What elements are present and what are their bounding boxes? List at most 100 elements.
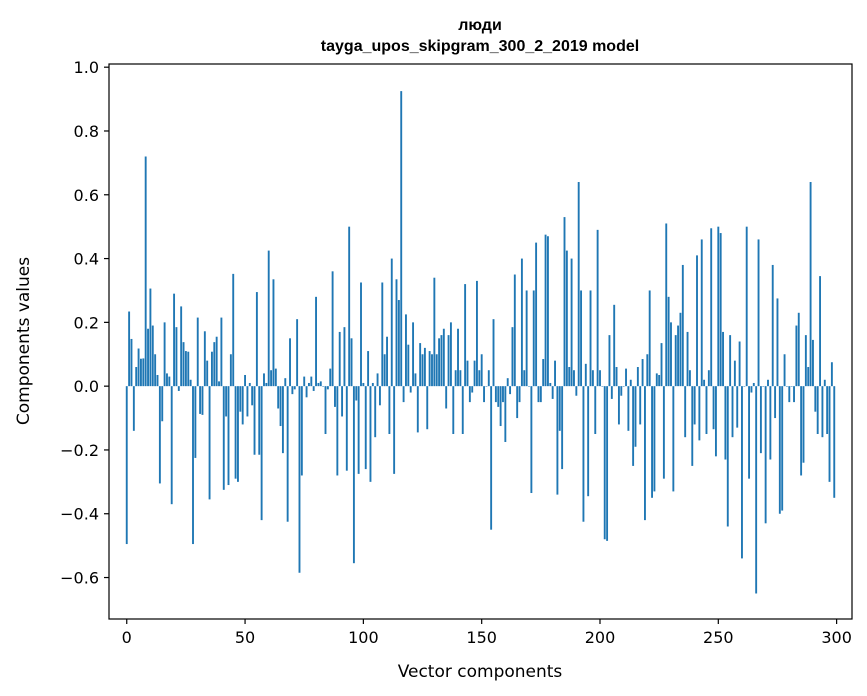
bar <box>830 362 833 387</box>
bar <box>239 386 242 412</box>
bar <box>431 354 433 387</box>
bar <box>646 354 649 387</box>
bar <box>338 331 341 387</box>
bar <box>802 386 805 463</box>
bar <box>490 386 493 530</box>
y-tick-label: 0.6 <box>74 186 99 205</box>
bar <box>698 386 701 441</box>
bar <box>199 386 202 414</box>
bar <box>549 382 552 387</box>
bar <box>277 386 280 409</box>
bar <box>795 325 798 387</box>
bar <box>736 386 739 428</box>
bar <box>617 386 620 425</box>
bar <box>390 258 393 387</box>
bar <box>296 319 299 387</box>
bar <box>305 386 308 398</box>
bar <box>767 379 769 387</box>
bar <box>158 386 161 484</box>
bar <box>561 386 564 470</box>
bar <box>785 386 788 387</box>
bar <box>407 344 410 387</box>
bar <box>502 386 504 403</box>
bar <box>582 386 585 522</box>
bar <box>334 386 336 407</box>
bar <box>255 292 258 387</box>
y-tick-label: 0.0 <box>74 377 99 396</box>
x-axis-label: Vector components <box>398 662 563 682</box>
bar <box>423 347 426 387</box>
bar <box>329 368 332 387</box>
bar <box>497 386 500 407</box>
bar <box>629 379 632 387</box>
bar <box>563 217 566 387</box>
bar <box>260 386 263 521</box>
bar <box>688 370 691 387</box>
bar <box>644 386 646 521</box>
bar <box>130 338 133 387</box>
bar <box>705 386 708 434</box>
plot-area-frame <box>108 63 853 620</box>
bar <box>393 386 396 474</box>
bar <box>710 228 713 387</box>
bar <box>180 306 183 387</box>
bar <box>468 386 471 403</box>
bar <box>210 351 213 387</box>
bar <box>355 386 358 401</box>
bar <box>360 282 362 387</box>
bar <box>331 271 334 387</box>
bar <box>220 317 223 387</box>
bar <box>610 386 613 399</box>
bar <box>449 322 452 387</box>
bar <box>807 367 810 387</box>
bar <box>764 386 767 524</box>
bar <box>168 376 171 387</box>
bar <box>341 386 344 417</box>
bar <box>336 386 339 476</box>
bar <box>175 327 178 387</box>
bar <box>750 386 753 393</box>
y-tick-label: 0.2 <box>74 313 99 332</box>
bar <box>478 370 481 387</box>
bar <box>293 386 296 390</box>
bar <box>719 233 722 387</box>
bar <box>147 328 149 387</box>
y-tick-label: −0.4 <box>60 505 99 524</box>
bar <box>641 359 644 387</box>
bar <box>636 367 639 387</box>
x-tick-label: 0 <box>122 628 132 647</box>
bar <box>218 381 220 387</box>
bar <box>577 182 580 387</box>
bar <box>783 354 786 387</box>
bar <box>253 386 256 455</box>
bar <box>357 386 360 474</box>
bar <box>184 351 187 387</box>
bar <box>518 386 521 403</box>
bar <box>412 322 415 387</box>
bar <box>608 335 611 387</box>
bar <box>428 351 431 387</box>
bar <box>606 386 609 541</box>
bar <box>222 386 225 490</box>
bar <box>814 386 817 412</box>
bar <box>386 336 388 387</box>
bar <box>381 282 384 387</box>
bar <box>128 311 131 387</box>
bar <box>558 386 561 431</box>
bar <box>821 386 824 438</box>
bar <box>324 386 327 434</box>
bar <box>322 386 325 387</box>
bar <box>691 386 694 466</box>
bar <box>208 386 211 500</box>
x-tick-label: 200 <box>585 628 616 647</box>
bar <box>771 264 774 387</box>
bar <box>539 386 542 403</box>
bar <box>251 386 254 406</box>
bar <box>703 379 706 387</box>
bar <box>310 376 313 387</box>
bar <box>383 354 386 387</box>
x-tick-label: 50 <box>235 628 255 647</box>
bar <box>452 386 455 434</box>
bar <box>667 296 670 387</box>
